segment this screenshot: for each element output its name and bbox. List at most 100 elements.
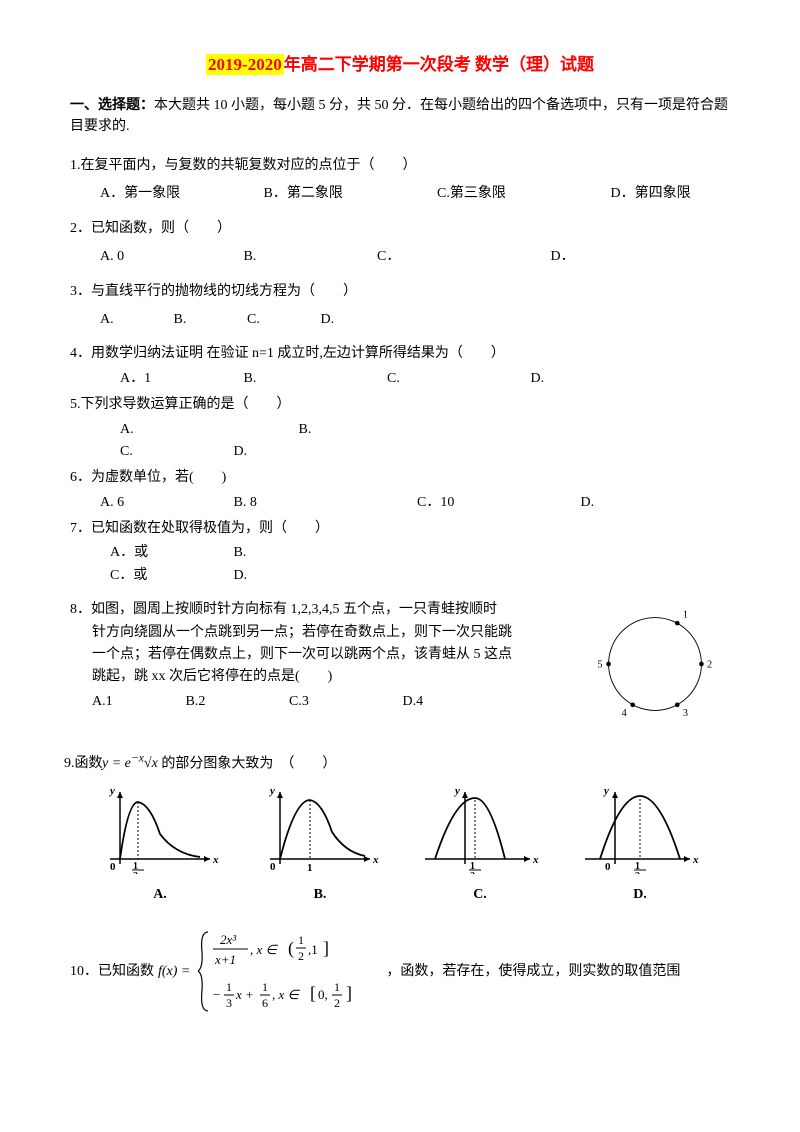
svg-text:1: 1: [226, 980, 232, 994]
q2-opt-a: A. 0: [100, 246, 240, 268]
q1-opt-b: B．第二象限: [264, 183, 434, 205]
question-4: 4．用数学归纳法证明 在验证 n=1 成立时,左边计算所得结果为（ ） A．1 …: [70, 343, 730, 390]
svg-text:1: 1: [262, 980, 268, 994]
q1-opt-d: D．第四象限: [611, 183, 691, 205]
q8-line1: 8．如图，圆周上按顺时针方向标有 1,2,3,4,5 五个点，一只青蛙按顺时: [70, 599, 580, 621]
q10-suffix: ，函数，若存在，使得成立，则实数的取值范围: [386, 961, 680, 983]
svg-text:x: x: [532, 854, 539, 866]
section-instructions: 一、选择题：本大题共 10 小题，每小题 5 分，共 50 分．在每小题给出的四…: [70, 95, 730, 137]
svg-text:x +: x +: [235, 987, 254, 1002]
section-heading: 一、选择题：: [70, 98, 154, 113]
svg-text:y: y: [268, 785, 275, 797]
svg-text:0: 0: [110, 861, 116, 873]
q2-opt-c: C．: [377, 246, 547, 268]
svg-text:]: ]: [346, 983, 352, 1003]
svg-text:x: x: [212, 854, 219, 866]
q9-graph-c: x y 1 2 C.: [415, 784, 545, 907]
q5-opt-c: C.: [120, 441, 230, 463]
q2-opt-b: B.: [244, 246, 374, 268]
q8-line3: 一个点；若停在偶数点上，则下一次可以跳两个点，该青蛙从 5 这点: [70, 644, 580, 666]
q8-opt-b: B.2: [186, 691, 286, 713]
q9-text: 9.函数: [64, 756, 103, 771]
svg-text:, x ∈: , x ∈: [272, 987, 301, 1002]
q7-opt-b: B.: [234, 542, 247, 564]
q9-formula: y = e−x√x: [102, 756, 161, 771]
question-8: 8．如图，圆周上按顺时针方向标有 1,2,3,4,5 五个点，一只青蛙按顺时 针…: [70, 599, 730, 737]
q8-opt-d: D.4: [403, 691, 424, 713]
q6-opt-c: C．10: [417, 492, 577, 514]
svg-text:0: 0: [605, 861, 611, 873]
svg-text:, x ∈: , x ∈: [250, 942, 279, 957]
q3-opt-a: A.: [100, 309, 170, 331]
svg-text:y: y: [108, 785, 115, 797]
svg-text:2x³: 2x³: [220, 932, 237, 947]
q7-opt-c: C．或: [110, 565, 230, 587]
svg-text:(: (: [288, 938, 294, 959]
q5-opt-d: D.: [234, 441, 248, 463]
svg-text:[: [: [310, 983, 316, 1003]
q4-opt-d: D.: [531, 368, 545, 390]
q4-opt-a: A．1: [120, 368, 240, 390]
q9-graph-a: x y 0 1 2 A.: [95, 784, 225, 907]
q6-text: 6．为虚数单位，若( ): [70, 467, 730, 489]
q3-opt-d: D.: [321, 309, 335, 331]
q10-prefix: 10．已知函数: [70, 961, 154, 983]
q6-opt-b: B. 8: [234, 492, 414, 514]
svg-text:2: 2: [635, 871, 640, 874]
q9-label-b: B.: [255, 884, 385, 906]
q1-text: 1.在复平面内，与复数的共轭复数对应的点位于（ ）: [70, 155, 730, 177]
q8-line4: 跳起，跳 xx 次后它将停在的点是( ): [70, 666, 580, 688]
svg-text:0: 0: [270, 861, 276, 873]
question-3: 3．与直线平行的抛物线的切线方程为（ ） A. B. C. D.: [70, 281, 730, 332]
q8-circle-diagram: 1 2 3 4 5: [590, 599, 730, 737]
circle-label-5: 5: [597, 660, 602, 671]
q1-opt-c: C.第三象限: [437, 183, 607, 205]
svg-text:y: y: [602, 785, 609, 797]
page-title: 2019-2020年高二下学期第一次段考 数学（理）试题: [70, 50, 730, 75]
q5-text: 5.下列求导数运算正确的是（ ）: [70, 394, 730, 416]
circle-label-1: 1: [683, 610, 688, 621]
q7-opt-d: D.: [234, 565, 248, 587]
q3-opt-c: C.: [247, 309, 317, 331]
svg-text:x: x: [372, 854, 379, 866]
q4-opt-b: B.: [244, 368, 384, 390]
q6-opt-a: A. 6: [100, 492, 230, 514]
question-5: 5.下列求导数运算正确的是（ ） A. B. C. D.: [70, 394, 730, 463]
svg-text:,1: ,1: [308, 942, 318, 957]
circle-label-4: 4: [622, 708, 627, 719]
q7-opt-a: A．或: [110, 542, 230, 564]
q4-text: 4．用数学归纳法证明 在验证 n=1 成立时,左边计算所得结果为（ ）: [70, 343, 730, 365]
q9-graph-d: x y 0 1 2 D.: [575, 784, 705, 907]
question-7: 7．已知函数在处取得极值为，则（ ） A．或 B. C．或 D.: [70, 518, 730, 587]
svg-text:−: −: [213, 987, 220, 1002]
svg-text:0,: 0,: [318, 987, 328, 1002]
title-year: 2019-2020: [206, 54, 284, 75]
svg-text:2: 2: [298, 949, 304, 963]
q8-opt-c: C.3: [289, 691, 399, 713]
q10-fx: f(x) =: [158, 961, 190, 983]
circle-label-2: 2: [707, 660, 712, 671]
svg-text:2: 2: [334, 996, 340, 1010]
q4-opt-c: C.: [387, 368, 527, 390]
question-9: 9.函数 y = e−x√x 的部分图象大致为 （ ） x y 0 1 2 A.: [70, 750, 730, 907]
q6-opt-d: D.: [581, 492, 595, 514]
svg-text:2: 2: [470, 871, 475, 874]
q9-label-d: D.: [575, 884, 705, 906]
q3-text: 3．与直线平行的抛物线的切线方程为（ ）: [70, 281, 730, 303]
svg-text:2: 2: [133, 871, 138, 874]
question-2: 2．已知函数，则（ ） A. 0 B. C． D．: [70, 218, 730, 269]
question-1: 1.在复平面内，与复数的共轭复数对应的点位于（ ） A．第一象限 B．第二象限 …: [70, 155, 730, 206]
svg-text:6: 6: [262, 996, 268, 1010]
q1-opt-a: A．第一象限: [100, 183, 260, 205]
svg-text:1: 1: [334, 980, 340, 994]
q3-opt-b: B.: [174, 309, 244, 331]
section-body: 本大题共 10 小题，每小题 5 分，共 50 分．在每小题给出的四个备选项中，…: [70, 98, 728, 134]
q9-label-c: C.: [415, 884, 545, 906]
q8-line2: 针方向绕圆从一个点跳到另一点；若停在奇数点上，则下一次只能跳: [70, 622, 580, 644]
circle-label-3: 3: [683, 708, 688, 719]
q9-label-a: A.: [95, 884, 225, 906]
q2-opt-d: D．: [551, 246, 575, 268]
svg-text:x: x: [692, 854, 699, 866]
svg-text:1: 1: [307, 862, 313, 874]
question-6: 6．为虚数单位，若( ) A. 6 B. 8 C．10 D.: [70, 467, 730, 514]
